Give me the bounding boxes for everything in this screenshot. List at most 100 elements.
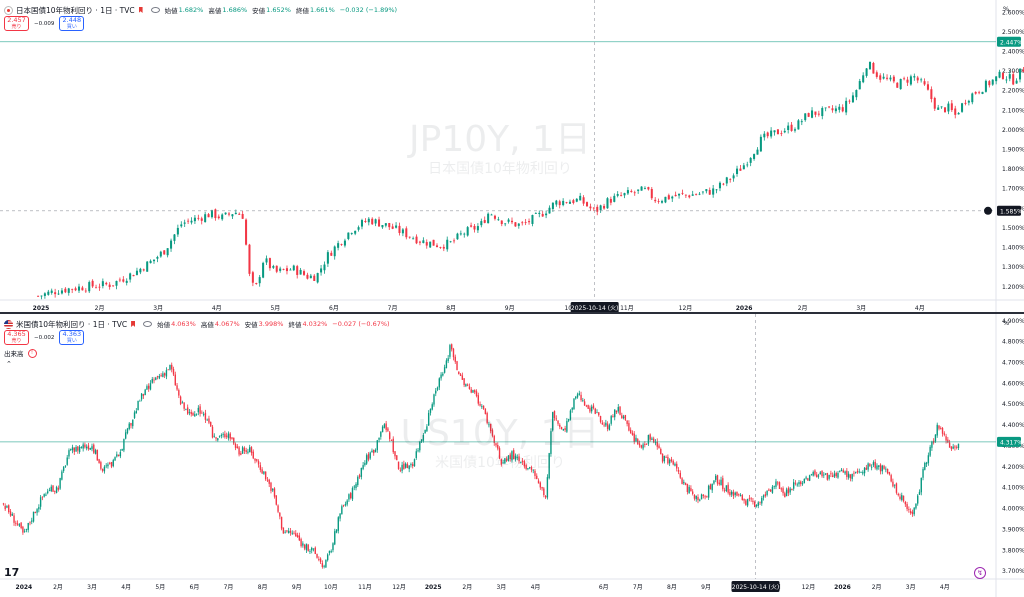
candle-body <box>84 290 87 292</box>
candle-body <box>534 470 536 476</box>
candle-body <box>206 419 208 421</box>
buy-button[interactable]: 2.448 買い <box>59 16 85 31</box>
candle-body <box>840 469 843 472</box>
candle-body <box>57 293 60 295</box>
volume-legend[interactable]: 出来高 ! <box>4 348 37 358</box>
candle-body <box>650 188 653 199</box>
candle-body <box>534 213 537 214</box>
x-tick-label: 2月 <box>798 305 808 312</box>
candle-body <box>660 449 662 455</box>
candle-body <box>165 370 168 377</box>
candle-body <box>193 217 196 222</box>
candle-body <box>316 273 319 283</box>
candle-body <box>886 468 889 474</box>
candle-body <box>9 511 12 516</box>
symbol-title[interactable]: 日本国債10年物利回り · 1日 · TVC <box>16 5 135 15</box>
candle-body <box>565 202 568 204</box>
x-tick-label: 12月 <box>802 584 816 591</box>
candle-body <box>335 529 338 533</box>
eye-icon[interactable] <box>143 321 153 327</box>
close-value: 1.661% <box>309 6 335 14</box>
candle-body <box>57 487 60 490</box>
candle-body <box>984 80 987 92</box>
eye-icon[interactable] <box>150 7 160 13</box>
candle-body <box>524 222 527 224</box>
candle-body <box>653 438 655 443</box>
x-tick-label: 5月 <box>155 584 165 591</box>
candle-body <box>882 76 885 79</box>
candle-body <box>568 201 571 204</box>
candle-body <box>210 209 213 218</box>
candle-body <box>221 214 224 220</box>
jp10y-chart-pane[interactable]: 1.200%1.300%1.400%1.500%1.600%1.700%1.80… <box>0 0 1024 312</box>
candle-body <box>73 447 75 452</box>
x-tick-label: 2月 <box>872 584 882 591</box>
chevron-up-icon[interactable]: ⌃ <box>6 360 12 368</box>
candle-body <box>828 474 830 479</box>
candle-body <box>371 450 373 453</box>
y-tick-label: 1.800% <box>1002 166 1024 173</box>
us10y-chart-canvas[interactable]: 3.700%3.800%3.900%4.000%4.100%4.200%4.30… <box>0 314 1024 597</box>
candle-body <box>801 483 804 485</box>
candle-body <box>889 77 892 80</box>
candle-body <box>750 498 752 500</box>
candle-body <box>784 493 786 498</box>
candle-body <box>647 434 650 444</box>
us10y-chart-pane[interactable]: 3.700%3.800%3.900%4.000%4.100%4.200%4.30… <box>0 314 1024 597</box>
y-tick-label: 3.900% <box>1002 526 1024 533</box>
x-tick-label: 6月 <box>329 305 339 312</box>
open-value: 4.063% <box>171 320 196 328</box>
candle-body <box>831 108 834 111</box>
y-tick-label: 1.900% <box>1002 147 1024 154</box>
candle-body <box>619 406 621 415</box>
candle-body <box>174 374 176 386</box>
candle-body <box>251 272 254 283</box>
candle-body <box>61 471 63 480</box>
sell-button[interactable]: 4.365 売り <box>4 330 29 345</box>
candle-body <box>160 375 162 376</box>
y-tick-label: 1.200% <box>1002 284 1024 291</box>
candle-body <box>493 435 495 443</box>
candle-body <box>303 271 306 275</box>
buy-button[interactable]: 4.363 買い <box>59 330 85 345</box>
candle-body <box>865 467 868 470</box>
candle-body <box>318 559 320 560</box>
flag-icon[interactable] <box>138 7 143 13</box>
last-price-label: 4.317% <box>1000 439 1023 446</box>
candle-body <box>350 233 353 234</box>
candle-body <box>674 194 677 197</box>
pane-divider[interactable] <box>0 312 1024 314</box>
candle-body <box>344 504 347 506</box>
candle-body <box>528 221 531 223</box>
jp10y-chart-canvas[interactable]: 1.200%1.300%1.400%1.500%1.600%1.700%1.80… <box>0 0 1024 312</box>
candle-body <box>791 488 793 491</box>
candle-body <box>238 213 241 215</box>
candle-body <box>596 206 599 212</box>
warning-icon[interactable]: ! <box>27 348 37 358</box>
flag-icon[interactable] <box>131 321 136 327</box>
lightning-icon[interactable]: ↯ <box>974 567 986 579</box>
sell-button[interactable]: 2.457 売り <box>4 16 29 31</box>
candle-body <box>699 499 701 501</box>
y-tick-label: 4.500% <box>1002 401 1024 408</box>
symbol-title[interactable]: 米国債10年物利回り · 1日 · TVC <box>16 319 128 329</box>
candle-body <box>192 413 194 416</box>
candle-body <box>148 385 150 389</box>
candle-body <box>340 244 343 245</box>
candle-body <box>743 498 745 501</box>
candle-body <box>617 407 619 412</box>
candle-body <box>656 441 658 447</box>
candle-body <box>622 416 625 419</box>
candle-body <box>498 448 501 459</box>
candle-body <box>649 434 651 440</box>
candle-body <box>690 488 692 492</box>
tradingview-logo[interactable]: 17 <box>4 566 20 579</box>
candle-body <box>609 198 612 203</box>
candle-body <box>123 439 125 451</box>
candle-body <box>964 102 967 104</box>
candle-body <box>631 432 634 435</box>
x-tick-label: 9月 <box>505 305 515 312</box>
candle-body <box>339 513 341 519</box>
candle-body <box>358 475 361 478</box>
candle-body <box>445 360 448 369</box>
